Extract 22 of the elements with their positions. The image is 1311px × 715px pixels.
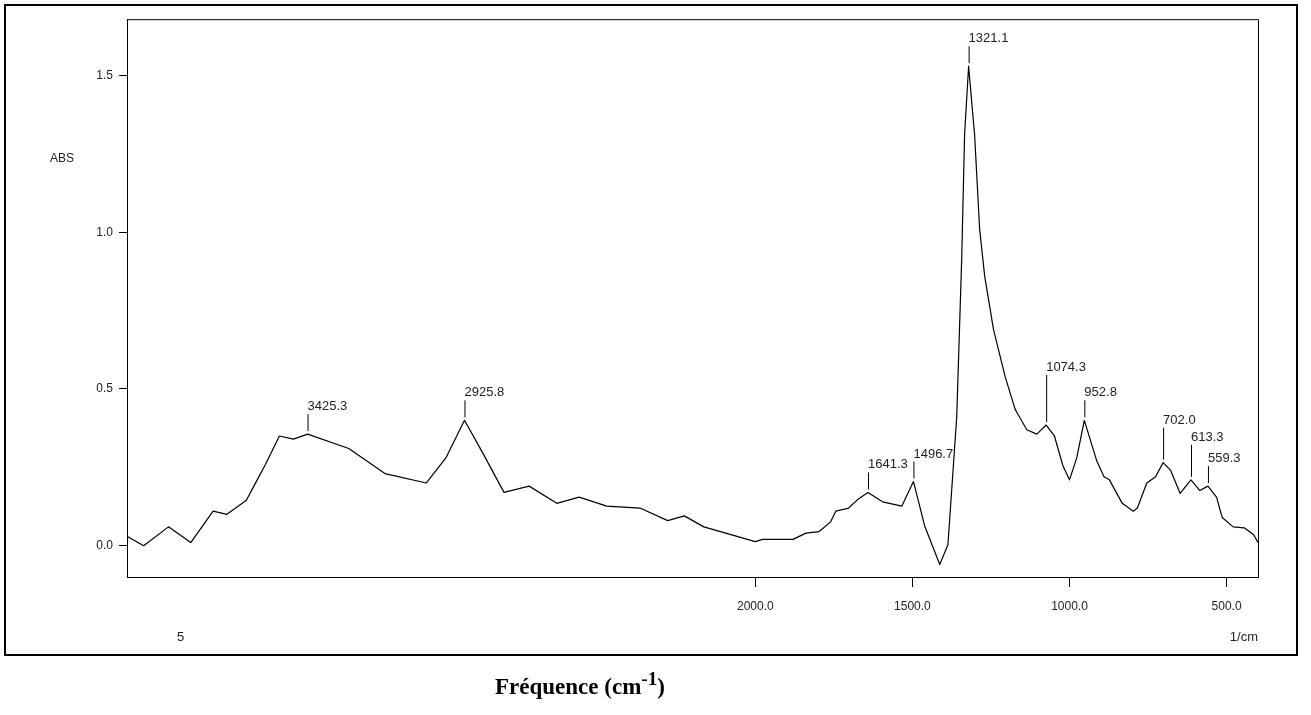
annotation: 1496.7 — [913, 445, 954, 461]
y-tick-label: 0.0 — [96, 537, 114, 552]
x-tick-label: 1000.0 — [1051, 598, 1089, 613]
annotation: 702.0 — [1163, 411, 1196, 427]
x-tick-label: 2000.0 — [736, 598, 775, 613]
annotation: 2925.8 — [464, 384, 505, 400]
annotation: 952.8 — [1084, 384, 1117, 400]
annotation: 1641.3 — [868, 456, 908, 472]
text: 1/cm — [1229, 628, 1258, 644]
annotation: 1321.1 — [968, 30, 1009, 46]
x-tick-label: 1500.0 — [894, 598, 932, 613]
y-tick-label: 0.5 — [96, 381, 114, 396]
x-tick-label: 500.0 — [1211, 598, 1242, 613]
annotation: 613.3 — [1190, 428, 1224, 444]
y-tick-label: 1.0 — [96, 224, 114, 239]
annotation: 3425.3 — [307, 398, 348, 414]
text: 5 — [177, 628, 185, 644]
y-axis-title: ABS — [49, 150, 75, 165]
x-axis-title: Fréquence (cm$^{-1}$) — [494, 668, 666, 700]
annotation: 1074.3 — [1046, 359, 1086, 375]
annotation: 559.3 — [1207, 450, 1241, 466]
y-tick-label: 1.5 — [96, 67, 114, 82]
